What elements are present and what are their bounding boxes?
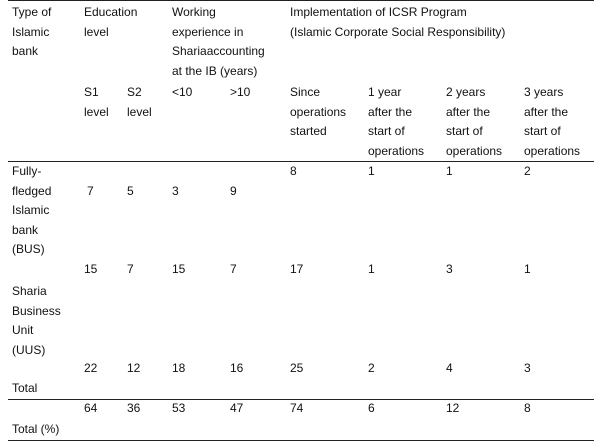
cell-3-years: 8 <box>524 401 531 415</box>
cell-gt10: 7 <box>230 262 237 276</box>
cell-since: 74 <box>290 401 304 415</box>
subheader-2-years: 2 years after the start of operations <box>446 85 503 158</box>
subheader-since: Since operations started <box>290 85 347 138</box>
cell-since: 8 <box>290 164 297 178</box>
row-label: Sharia Business Unit (UUS) <box>12 284 61 357</box>
header-type-of-bank: Type of Islamic bank <box>12 5 52 58</box>
cell-s2: 12 <box>127 361 141 375</box>
cell-2-years: 4 <box>446 361 453 375</box>
header-implementation: Implementation of ICSR Program (Islamic … <box>290 5 506 39</box>
cell-since: 17 <box>290 262 304 276</box>
cell-1-year: 6 <box>368 401 375 415</box>
cell-s1: 22 <box>84 361 98 375</box>
row-label: Total <box>12 381 38 395</box>
header-rule <box>8 161 594 162</box>
subheader-s1: S1 level <box>84 85 109 119</box>
cell-since: 25 <box>290 361 304 375</box>
cell-2-years: 1 <box>446 164 453 178</box>
subheader-1-year: 1 year after the start of operations <box>368 85 425 158</box>
header-working-experience: Working experience in Shariaaccounting a… <box>172 5 265 78</box>
cell-s1: 7 <box>87 184 94 198</box>
cell-lt10: 15 <box>172 262 186 276</box>
cell-lt10: 18 <box>172 361 186 375</box>
subheader-gt10: >10 <box>230 85 251 99</box>
cell-gt10: 9 <box>230 184 237 198</box>
cell-gt10: 16 <box>230 361 244 375</box>
total-rule <box>8 399 594 400</box>
cell-gt10: 47 <box>230 401 244 415</box>
row-label: Total (%) <box>12 422 60 436</box>
cell-1-year: 2 <box>368 361 375 375</box>
cell-3-years: 3 <box>524 361 531 375</box>
top-rule <box>8 0 594 1</box>
cell-lt10: 3 <box>172 184 179 198</box>
cell-s2: 7 <box>127 262 134 276</box>
subheader-s2: S2 level <box>127 85 152 119</box>
cell-s2: 36 <box>127 401 141 415</box>
cell-lt10: 53 <box>172 401 186 415</box>
header-education-level: Education level <box>84 5 138 39</box>
cell-1-year: 1 <box>368 262 375 276</box>
cell-1-year: 1 <box>368 164 375 178</box>
bottom-rule <box>8 440 594 441</box>
cell-s1: 64 <box>84 401 98 415</box>
row-label: Fully- fledged Islamic bank (BUS) <box>12 164 52 256</box>
cell-3-years: 1 <box>524 262 531 276</box>
cell-3-years: 2 <box>524 164 531 178</box>
cell-s1: 15 <box>84 262 98 276</box>
cell-s2: 5 <box>127 184 134 198</box>
subheader-lt10: <10 <box>172 85 193 99</box>
cell-2-years: 3 <box>446 262 453 276</box>
cell-2-years: 12 <box>446 401 460 415</box>
subheader-3-years: 3 years after the start of operations <box>524 85 581 158</box>
